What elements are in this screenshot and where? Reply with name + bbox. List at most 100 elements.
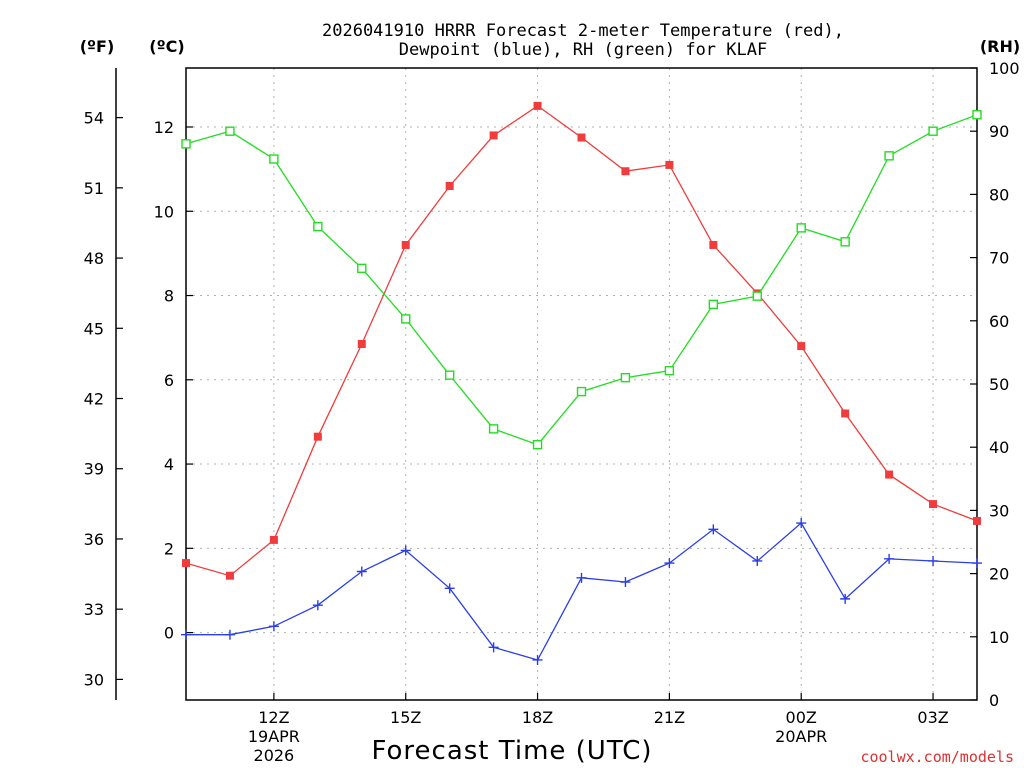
celsius-tick-label: 8 [164,287,174,306]
fahrenheit-tick-label: 33 [84,600,104,619]
x-tick-label: 12Z [258,708,289,727]
x-axis-title: Forecast Time (UTC) [371,736,652,766]
fahrenheit-tick-label: 51 [84,179,104,198]
rh-point [357,263,367,274]
x-tick-label: 15Z [390,708,421,727]
x-tick-year-label: 2026 [254,746,295,765]
dewpoint-point [796,518,807,529]
rh-point [796,223,806,233]
celsius-tick-label: 10 [154,202,174,221]
dewpoint-point [312,600,323,611]
rh-point [708,299,719,310]
rh-tick-label: 40 [989,438,1009,457]
temperature-point [445,181,454,190]
dewpoint-point [532,654,543,665]
gridlines [186,68,977,700]
temperature-point [357,339,366,348]
rh-point [225,126,235,136]
temperature-point [885,470,894,479]
chart-subtitle: Dewpoint (blue), RH (green) for KLAF [399,40,767,60]
rh-tick-label: 0 [989,691,999,710]
rh-tick-label: 30 [989,501,1009,520]
celsius-unit-label: (ºC) [149,37,184,56]
series-layer [181,101,982,665]
temperature-point [269,535,278,544]
rh-tick-label: 90 [989,122,1009,141]
x-tick-label: 21Z [654,708,685,727]
rh-point [532,439,543,450]
rh-point [972,110,982,120]
fahrenheit-tick-label: 36 [84,530,104,549]
celsius-tick-label: 0 [164,624,174,643]
fahrenheit-tick-label: 48 [84,249,104,268]
rh-point [664,366,675,376]
rh-tick-label: 10 [989,628,1009,647]
rh-point [576,386,587,397]
rh-point [269,154,279,164]
dewpoint-point [708,524,719,535]
rh-tick-label: 100 [989,59,1020,78]
dewpoint-point [444,583,455,594]
rh-point [313,221,323,232]
temperature-point [841,409,850,418]
celsius-tick-label: 6 [164,371,174,390]
fahrenheit-tick-label: 54 [84,109,104,128]
watermark-credit: coolwx.com/models [860,748,1014,766]
rh-tick-label: 80 [989,185,1009,204]
celsius-tick-label: 12 [154,118,174,137]
temperature-point [665,160,674,169]
temperature-point [489,131,498,140]
fahrenheit-tick-label: 30 [84,670,104,689]
fahrenheit-tick-label: 39 [84,460,104,479]
temperature-point [577,133,586,142]
temperature-point [973,516,981,525]
rh-point [840,237,850,247]
temperature-point [313,432,322,441]
fahrenheit-unit-label: (ºF) [80,37,115,56]
dewpoint-point [752,555,763,566]
rh-tick-label: 20 [989,565,1009,584]
rh-unit-label: (RH) [980,37,1020,56]
x-tick-date-label: 19APR [248,727,300,746]
dewpoint-point [840,593,851,604]
rh-point [620,372,631,383]
x-tick-label: 03Z [917,708,948,727]
rh-point [181,139,191,149]
temperature-point [929,500,938,509]
rh-tick-label: 70 [989,249,1009,268]
temperature-point [182,559,190,568]
rh-point [444,370,455,380]
temperature-point [401,240,410,249]
temperature-point [797,342,806,351]
fahrenheit-tick-label: 42 [84,390,104,409]
dewpoint-point [972,558,982,569]
temperature-point [533,101,542,110]
dewpoint-point [224,629,235,640]
dewpoint-point [181,629,191,640]
rh-tick-label: 50 [989,375,1009,394]
temperature-point [709,240,718,249]
dewpoint-point [488,642,499,653]
x-tick-label: 00Z [786,708,817,727]
dewpoint-point [664,558,675,569]
x-tick-date-label: 20APR [775,727,827,746]
temperature-point [621,167,630,176]
dewpoint-point [884,553,895,564]
celsius-tick-label: 2 [164,539,174,558]
x-tick-label: 18Z [522,708,553,727]
dewpoint-point [620,577,631,588]
rh-tick-label: 60 [989,312,1009,331]
dewpoint-point [268,621,279,632]
chart-title: 2026041910 HRRR Forecast 2-meter Tempera… [322,21,844,41]
rh-point [752,291,762,301]
dewpoint-point [356,566,367,577]
rh-point [488,424,499,434]
dewpoint-point [928,555,939,566]
fahrenheit-tick-label: 45 [84,319,104,338]
rh-point [928,126,938,136]
rh-point [884,151,894,161]
celsius-tick-label: 4 [164,455,174,474]
temperature-point [225,571,234,580]
